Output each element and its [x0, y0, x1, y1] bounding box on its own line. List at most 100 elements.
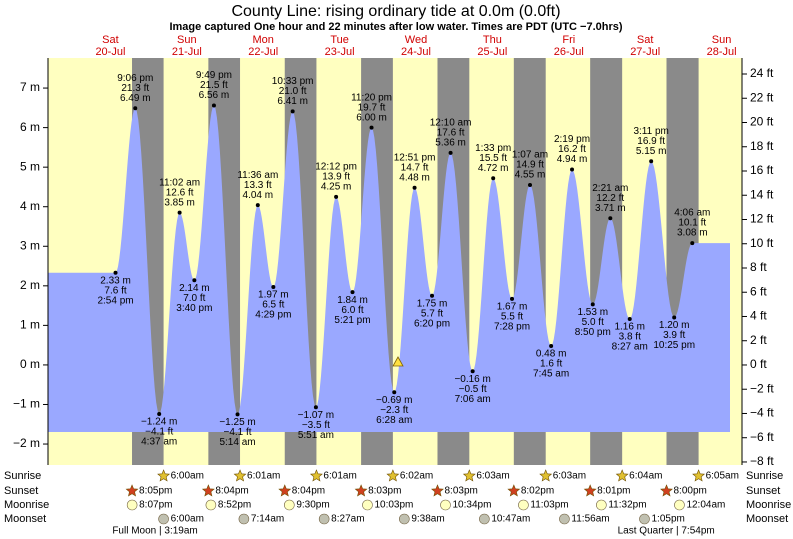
tide-label: 1.67 m	[497, 302, 528, 313]
tide-point	[192, 278, 197, 283]
moonrise-time: 8:07pm	[139, 500, 172, 511]
moonrise-time: 8:52pm	[218, 500, 251, 511]
tide-label: 3.9 ft	[663, 330, 685, 341]
tide-label: 4.55 m	[515, 170, 546, 181]
y2-tick-label: 2 ft	[750, 333, 767, 347]
tide-label: 3.85 m	[164, 197, 195, 208]
tide-label: 5.36 m	[435, 138, 466, 149]
sunrise-time: 6:00am	[171, 471, 204, 482]
moonset-icon	[399, 513, 410, 525]
star-icon	[157, 469, 171, 482]
tide-label: 16.2 ft	[558, 144, 586, 155]
tide-point	[672, 315, 677, 320]
tide-label: 5:21 pm	[334, 315, 370, 326]
row-label-right: Sunrise	[746, 470, 783, 482]
y-tick-label: 1 m	[20, 318, 40, 332]
star-icon	[507, 484, 521, 497]
tide-label: −0.69 m	[376, 395, 412, 406]
tide-label: 1.75 m	[417, 298, 448, 309]
tide-label: 7.0 ft	[183, 293, 205, 304]
tide-label: 6.41 m	[277, 96, 308, 107]
y-tick-label: 0 m	[20, 357, 40, 371]
tide-label: 6.5 ft	[262, 300, 284, 311]
moonrise-time: 11:32pm	[608, 500, 646, 511]
row-label-left: Moonrise	[4, 499, 49, 511]
moonrise-icon	[518, 499, 529, 511]
tide-label: 11:02 am	[159, 177, 200, 188]
tide-label: 21.3 ft	[121, 83, 149, 94]
tide-point	[649, 159, 654, 164]
tide-point	[271, 285, 276, 290]
moon-phase: Last Quarter | 7:54pm	[618, 526, 715, 537]
tide-label: 7:45 am	[533, 369, 569, 380]
tide-label: 3.71 m	[595, 203, 626, 214]
tide-label: 1.20 m	[659, 320, 690, 331]
tide-label: 3:40 pm	[176, 303, 212, 314]
moonrise-icon	[284, 499, 295, 511]
tide-label: 21.0 ft	[279, 86, 307, 97]
tide-label: 13.9 ft	[322, 171, 350, 182]
tide-label: 7:28 pm	[494, 322, 530, 333]
current-marker	[392, 356, 404, 367]
tide-label: −1.24 m	[141, 417, 177, 428]
day-date: 25-Jul	[477, 46, 507, 58]
y2-tick-label: 24 ft	[750, 66, 774, 80]
tide-label: 4.04 m	[243, 190, 274, 201]
moonset-time: 10:47am	[491, 514, 530, 525]
moonrise-icon	[362, 499, 373, 511]
tide-label: 3.8 ft	[619, 332, 641, 343]
day-date: 23-Jul	[325, 46, 355, 58]
row-label-left: Moonset	[4, 513, 46, 525]
moonrise-time: 10:03pm	[374, 500, 413, 511]
chart-subtitle: Image captured One hour and 22 minutes a…	[169, 21, 622, 33]
tide-label: 13.3 ft	[244, 180, 272, 191]
sunset-time: 8:00pm	[674, 486, 707, 497]
chart-title: County Line: rising ordinary tide at 0.0…	[231, 3, 560, 20]
tide-label: 12:12 pm	[315, 161, 357, 172]
tide-label: 3.08 m	[677, 228, 708, 239]
moonrise-icon	[205, 499, 217, 511]
sunrise-time: 6:01am	[323, 471, 356, 482]
tide-point	[255, 203, 260, 208]
tide-point	[392, 390, 397, 395]
tide-point	[528, 182, 533, 187]
moonset-time: 11:56am	[571, 514, 609, 525]
day-weekday: Wed	[405, 34, 427, 46]
tide-point	[350, 290, 355, 295]
sunrise-time: 6:05am	[706, 471, 739, 482]
star-icon	[615, 469, 629, 482]
tide-label: 21.5 ft	[200, 80, 228, 91]
sunset-time: 8:02pm	[521, 486, 554, 497]
sunrise-time: 6:03am	[553, 471, 586, 482]
tide-label: 5:51 am	[298, 430, 334, 441]
y-tick-label: 7 m	[20, 80, 40, 94]
y-tick-label: 5 m	[20, 159, 40, 173]
tide-label: 1.97 m	[258, 290, 289, 301]
y2-tick-label: 20 ft	[750, 115, 774, 129]
tide-label: 5.5 ft	[501, 312, 523, 323]
day-date: 24-Jul	[401, 46, 431, 58]
moonrise-time: 11:03pm	[530, 500, 568, 511]
y-tick-label: 3 m	[20, 238, 40, 252]
sunset-time: 8:05pm	[139, 486, 172, 497]
sunset-time: 8:01pm	[597, 486, 630, 497]
star-icon	[660, 484, 673, 497]
tide-label: 15.5 ft	[479, 153, 507, 164]
tide-label: 10.1 ft	[678, 218, 706, 229]
tide-point	[113, 270, 118, 275]
star-icon	[354, 484, 368, 497]
y2-tick-label: 12 ft	[750, 212, 774, 226]
tide-label: 6:28 am	[376, 415, 412, 426]
sunrise-time: 6:01am	[247, 471, 280, 482]
moonset-icon	[639, 513, 650, 525]
row-label-left: Sunrise	[4, 470, 41, 482]
day-weekday: Sun	[177, 34, 197, 46]
tide-point	[608, 216, 613, 221]
tide-label: 11:20 pm	[351, 92, 392, 103]
moonset-time: 9:38am	[411, 514, 444, 525]
tide-label: 4.94 m	[557, 154, 588, 165]
star-icon	[233, 469, 247, 482]
tide-label: 2:54 pm	[97, 295, 133, 306]
tide-label: 8:27 am	[612, 342, 648, 353]
tide-label: 2:19 pm	[554, 134, 590, 145]
